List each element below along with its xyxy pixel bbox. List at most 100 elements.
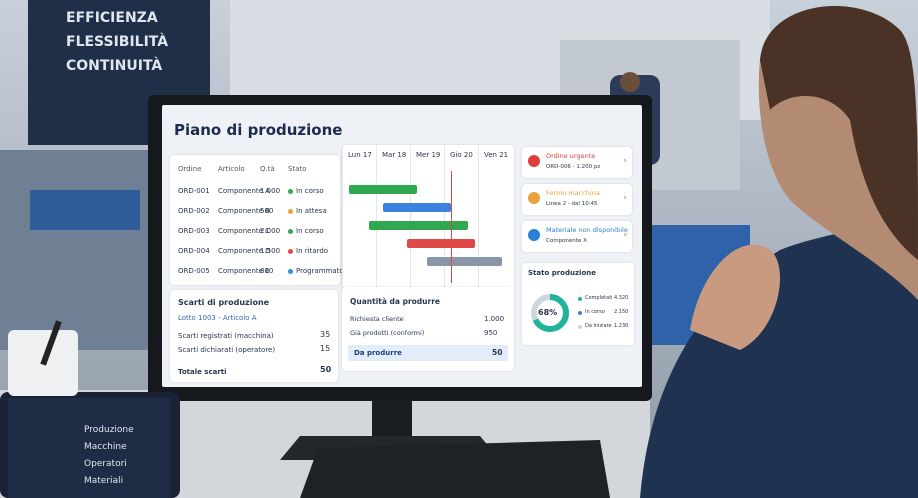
donut-label: 68%	[538, 308, 558, 317]
alert-title: Ordine urgente	[546, 152, 596, 160]
legend-name: Da iniziare	[585, 323, 612, 329]
alert-card: Fermo macchina Linea 2 - dal 10:45 ›	[522, 184, 632, 215]
banner-line: CONTINUITÀ	[66, 58, 163, 74]
day-column	[376, 145, 377, 290]
gantt: Lun 17 Mar 18 Mer 19 Gio 20 Ven 21	[342, 145, 514, 290]
table-header: Q.tà	[260, 165, 275, 173]
banner-line: EFFICIENZA	[66, 10, 158, 26]
waste-total-label: Totale scarti	[178, 368, 227, 376]
quantity-title: Quantità da produrre	[350, 297, 440, 306]
table-header: Articolo	[218, 165, 245, 173]
table-cell: ORD-001	[178, 187, 210, 195]
alert-icon	[528, 192, 540, 204]
menu-item: Materiali	[84, 476, 124, 486]
waste-value: 35	[320, 330, 331, 339]
status-title: Stato produzione	[528, 269, 596, 277]
day-column	[342, 145, 343, 290]
alert-icon	[528, 229, 540, 241]
table-cell: Programmato	[296, 267, 344, 275]
table-cell: Componente E	[218, 267, 270, 275]
chevron: ›	[623, 193, 627, 203]
chevron: ›	[623, 230, 627, 240]
quantity-value: 1.000	[484, 315, 505, 323]
table-cell: Componente D	[218, 247, 271, 255]
gantt-bar	[369, 221, 468, 230]
table-header: Stato	[288, 165, 307, 173]
table-cell: Componente C	[218, 227, 271, 235]
legend-value: 2.150	[614, 309, 629, 315]
table-cell: ORD-005	[178, 267, 210, 275]
legend-value: 4.320	[614, 295, 629, 301]
tablet-menu: Produzione Macchine Operatori Materiali	[70, 422, 134, 490]
day-column	[410, 145, 411, 290]
donut-arc	[531, 294, 569, 332]
alert-detail: ORD-006 - 1.200 pz	[546, 164, 601, 170]
quantity-value: 950	[484, 329, 498, 337]
menu-item: Operatori	[84, 459, 127, 469]
table-header: Ordine	[178, 165, 202, 173]
day-label: Mar 18	[382, 151, 407, 159]
alert-detail: Componente X	[546, 238, 587, 244]
table-cell: Componente A	[218, 187, 270, 195]
gantt-bar	[406, 239, 475, 248]
chevron: ›	[623, 156, 627, 166]
banner-line: FLESSIBILITÀ	[66, 34, 169, 50]
status-panel: Stato produzione 68% Completati 4.320 In cor…	[522, 263, 634, 345]
quantity-total-value: 50	[492, 348, 503, 357]
table-cell: ORD-003	[178, 227, 210, 235]
table-cell: Componente B	[218, 207, 270, 215]
table-cell: In corso	[296, 187, 324, 195]
table-cell: In ritardo	[296, 247, 329, 255]
day-label: Mer 19	[416, 151, 441, 159]
table-cell: 1.000	[260, 187, 281, 195]
quantity-total-bg	[348, 345, 508, 361]
waste-label: Scarti registrati (macchina)	[178, 332, 274, 340]
table-cell: 500	[260, 207, 274, 215]
menu-item: Macchine	[84, 442, 127, 452]
table-cell: 800	[260, 267, 274, 275]
table-cell: In corso	[296, 227, 324, 235]
gantt-bar	[382, 203, 451, 212]
table-cell: In attesa	[296, 207, 327, 215]
status-dot	[288, 249, 293, 254]
alert-title: Materiale non disponibile	[546, 226, 628, 234]
menu-item: Produzione	[84, 425, 134, 435]
day-label: Lun 17	[348, 151, 372, 159]
legend-dot	[578, 311, 582, 315]
gantt-bar	[427, 257, 502, 266]
waste-value: 15	[320, 344, 331, 353]
quantity-total-label: Da produrre	[354, 349, 402, 357]
status-dot	[288, 189, 293, 194]
quantity-label: Già prodotti (conformi)	[350, 329, 425, 337]
waste-lot: Lotto 1003 - Articolo A	[178, 314, 257, 322]
alert-card: Ordine urgente ORD-006 - 1.200 pz ›	[522, 147, 632, 178]
gantt-bar	[348, 185, 417, 194]
legend-value: 1.230	[614, 323, 629, 329]
legend-dot	[578, 325, 582, 329]
status-dot	[288, 269, 293, 274]
screen: Piano di produzione Ordine Articolo Q.tà St…	[162, 105, 642, 387]
quantity-label: Richiesta cliente	[350, 315, 404, 323]
alert-title: Fermo macchina	[546, 189, 600, 197]
legend-name: In corso	[585, 309, 605, 315]
banner: EFFICIENZA FLESSIBILITÀ CONTINUITÀ	[66, 6, 168, 78]
waste-panel: Scarti di produzione Lotto 1003 - Articol…	[170, 290, 338, 382]
quantity-panel: Quantità da produrre Richiesta cliente 1.0…	[342, 287, 514, 371]
alert-card: Materiale non disponibile Componente X ›	[522, 221, 632, 252]
day-column	[444, 145, 445, 290]
alert-detail: Linea 2 - dal 10:45	[546, 201, 598, 207]
day-label: Gio 20	[450, 151, 473, 159]
day-label: Ven 21	[484, 151, 509, 159]
alert-icon	[528, 155, 540, 167]
table-cell: ORD-002	[178, 207, 210, 215]
table-cell: ORD-004	[178, 247, 210, 255]
status-dot	[288, 209, 293, 214]
status-dot	[288, 229, 293, 234]
table-cell: 2.000	[260, 227, 281, 235]
waste-title: Scarti di produzione	[178, 298, 270, 307]
orders-table: Ordine Articolo Q.tà Stato ORD-001 Componente…	[170, 155, 344, 285]
day-column	[478, 145, 479, 290]
screen-title: Piano di produzione	[174, 121, 343, 139]
legend-name: Completati	[585, 295, 613, 301]
